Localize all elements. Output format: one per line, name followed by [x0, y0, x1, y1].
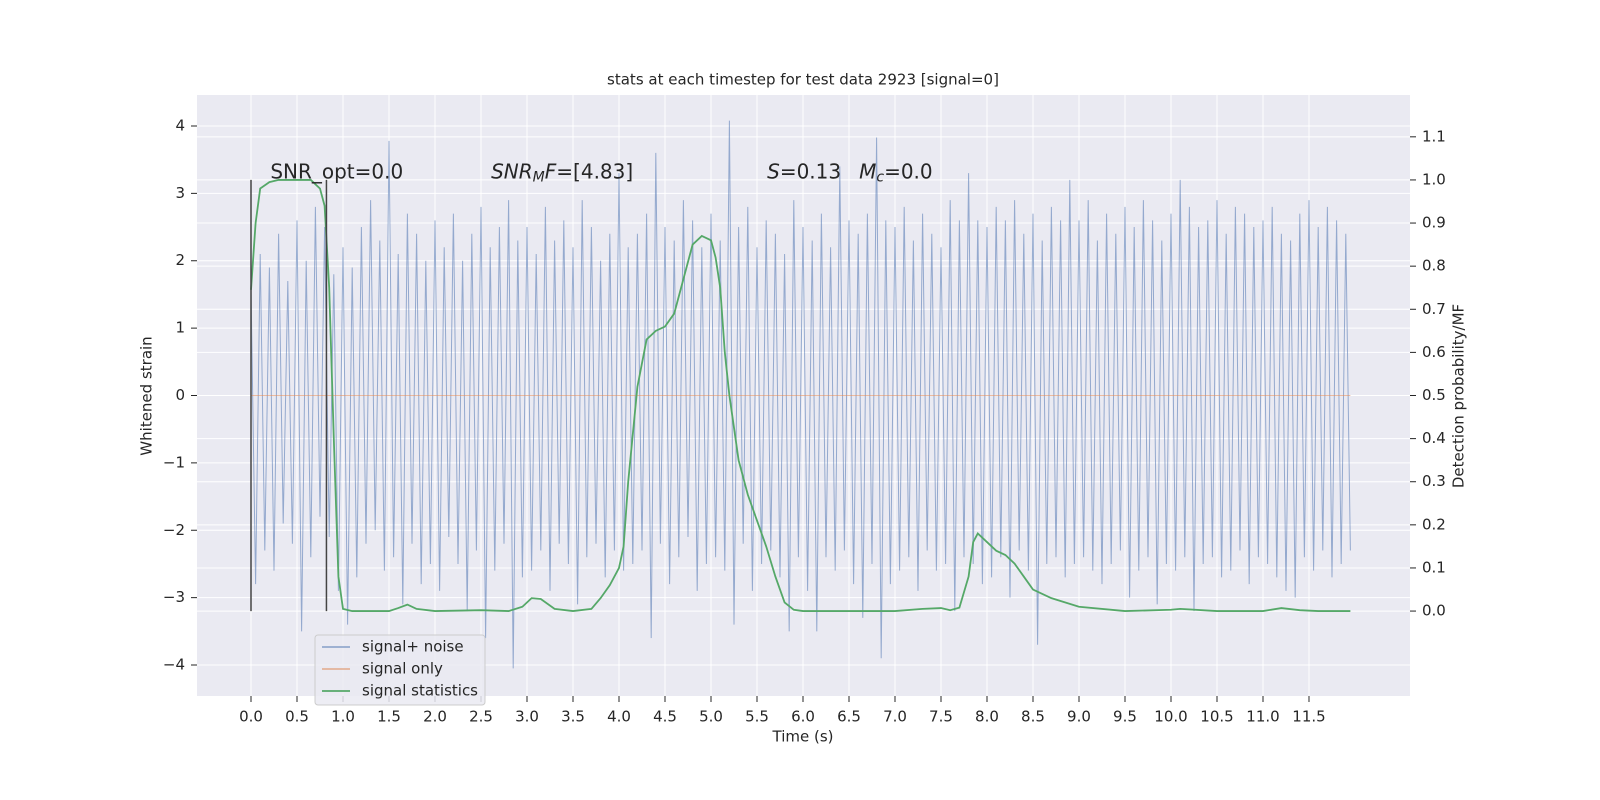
x-tick-label: 0.5 — [285, 708, 309, 726]
marks — [250, 120, 1351, 669]
legend-label: signal only — [362, 660, 443, 678]
legend-label: signal+ noise — [362, 638, 464, 656]
x-axis-label: Time (s) — [772, 728, 834, 746]
x-tick-label: 2.0 — [423, 708, 447, 726]
annotation-part: M — [533, 169, 545, 185]
x-tick-label: 3.5 — [561, 708, 585, 726]
x-tick-label: 6.5 — [837, 708, 861, 726]
annotation-part: F — [545, 159, 557, 183]
annotation-part: =0.0 — [884, 159, 933, 183]
x-tick-label: 3.0 — [515, 708, 539, 726]
y2-tick-label: 0.8 — [1422, 257, 1446, 275]
x-tick-label: 1.5 — [377, 708, 401, 726]
y-tick-label: 4 — [175, 116, 185, 134]
x-tick-label: 0.0 — [239, 708, 263, 726]
y-tick-label: −3 — [163, 588, 185, 606]
annotation: Mc=0.0 — [859, 159, 933, 186]
x-tick-label: 5.5 — [745, 708, 769, 726]
annotation-part: SNR — [491, 159, 533, 183]
annotation-part: =0.13 — [780, 159, 841, 183]
y2-tick-label: 0.7 — [1422, 300, 1446, 318]
x-tick-label: 5.0 — [699, 708, 723, 726]
annotation: SNRMF=[4.83] — [491, 159, 633, 186]
y2-tick-label: 0.3 — [1422, 472, 1446, 490]
annotation-part: M — [859, 159, 876, 183]
y-tick-label: 1 — [175, 319, 185, 337]
y-axis-label: Whitened strain — [138, 336, 156, 455]
y2-axis-label: Detection probability/MF — [1450, 304, 1468, 488]
y2-tick-label: 0.1 — [1422, 558, 1446, 576]
chart-title: stats at each timestep for test data 292… — [607, 71, 999, 89]
annotation-part: c — [876, 169, 884, 185]
legend-box — [314, 634, 486, 706]
y2-tick-label: 1.0 — [1422, 170, 1446, 188]
y-tick-label: −1 — [163, 453, 185, 471]
x-tick-label: 8.5 — [1021, 708, 1045, 726]
x-tick-label: 10.5 — [1200, 708, 1233, 726]
labels: 0.0 0.5 1.0 1.5 2.0 2.5 3.0 3.5 4.0 4.5 5.0 5.5 6.0 6… — [163, 116, 1446, 725]
y2-tick-label: 0.5 — [1422, 386, 1446, 404]
y2-tick-label: 0.6 — [1422, 343, 1446, 361]
x-tick-label: 11.0 — [1246, 708, 1279, 726]
series-line — [250, 179, 1351, 612]
annotation: SNR_opt=0.0 — [270, 159, 403, 183]
x-tick-label: 4.5 — [653, 708, 677, 726]
y2-tick-label: 0.0 — [1422, 602, 1446, 620]
y2-tick-label: 1.1 — [1422, 127, 1446, 145]
x-tick-label: 8.0 — [975, 708, 999, 726]
legend: signal+ noise signal only signal statistic… — [314, 634, 486, 706]
annotation-part: SNR_opt=0.0 — [270, 159, 403, 183]
y-tick-label: −2 — [163, 521, 185, 539]
y-tick-label: 2 — [175, 251, 185, 269]
x-tick-label: 6.0 — [791, 708, 815, 726]
y2-tick-label: 0.9 — [1422, 214, 1446, 232]
legend-label: signal statistics — [362, 682, 478, 700]
y-tick-label: 3 — [175, 184, 185, 202]
x-tick-label: 11.5 — [1292, 708, 1325, 726]
annotation-part: =[4.83] — [556, 159, 633, 183]
x-tick-label: 1.0 — [331, 708, 355, 726]
y-tick-label: −4 — [163, 656, 185, 674]
x-tick-label: 4.0 — [607, 708, 631, 726]
x-tick-label: 9.5 — [1113, 708, 1137, 726]
y-tick-label: 0 — [175, 386, 185, 404]
y2-tick-label: 0.2 — [1422, 515, 1446, 533]
series-line — [250, 120, 1351, 669]
annotation: S=0.13 — [767, 159, 841, 183]
x-tick-label: 2.5 — [469, 708, 493, 726]
x-tick-label: 10.0 — [1154, 708, 1187, 726]
y2-tick-label: 0.4 — [1422, 429, 1446, 447]
x-tick-label: 7.5 — [929, 708, 953, 726]
x-tick-label: 9.0 — [1067, 708, 1091, 726]
x-tick-label: 7.0 — [883, 708, 907, 726]
annotation-part: S — [767, 159, 780, 183]
